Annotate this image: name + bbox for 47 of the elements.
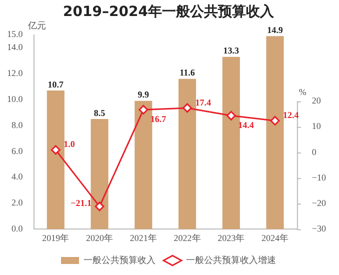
y-tick-label: 12.0: [7, 68, 24, 78]
y-tick-label: 15.0: [7, 29, 24, 40]
y2-axis-title: %: [298, 87, 307, 98]
x-tick-label: 2020年: [86, 232, 114, 243]
bar: [266, 36, 284, 230]
data-label: 13.3: [223, 46, 240, 56]
point: [270, 116, 280, 126]
bar: [46, 90, 64, 230]
data-label: 12.4: [282, 110, 300, 120]
y2-tick-label: −30: [312, 224, 326, 234]
data-label: 10.7: [48, 79, 64, 90]
y-tick-label: 10.0: [7, 94, 24, 104]
y-tick-label: 14.0: [7, 42, 24, 52]
point: [138, 104, 148, 114]
y-tick-label: 2.0: [12, 198, 24, 208]
bar: [222, 56, 240, 230]
y-tick-label: 6.0: [12, 146, 24, 156]
y2-tick-label: 20: [312, 96, 322, 106]
y2-tick-label: −10: [312, 172, 326, 182]
data-label: −21.1: [70, 198, 92, 208]
bar: [178, 78, 196, 230]
y-tick-label: 8.0: [12, 120, 24, 130]
data-label: 8.5: [94, 108, 106, 118]
x-tick-label: 2021年: [130, 232, 157, 243]
y2-tick-label: 10: [312, 121, 322, 132]
x-tick-label: 2024年: [261, 232, 288, 243]
x-tick-label: 2019年: [42, 232, 70, 243]
point: [94, 202, 104, 212]
data-label: 14.9: [267, 24, 284, 35]
data-label: 11.6: [180, 68, 196, 78]
point: [226, 110, 236, 120]
point: [182, 103, 192, 113]
bar: [134, 100, 152, 230]
x-tick-label: 2022年: [174, 232, 201, 243]
y-axis-title: 亿元: [26, 20, 46, 31]
y-tick-label: 0.0: [12, 224, 24, 234]
y2-tick-label: 0: [312, 146, 317, 157]
data-label: 17.4: [195, 97, 212, 108]
y-tick-label: 4.0: [12, 172, 24, 182]
x-tick-label: 2023年: [218, 232, 245, 243]
bar: [90, 119, 108, 230]
data-label: 9.9: [138, 90, 150, 100]
chart-title: 2019–2024年一般公共预算收入: [63, 4, 275, 20]
legend-label: 一般公共预算收入增速: [186, 254, 276, 265]
point: [50, 145, 60, 155]
legend-label: 一般公共预算收入: [84, 254, 156, 265]
y2-tick-label: −20: [312, 198, 326, 208]
